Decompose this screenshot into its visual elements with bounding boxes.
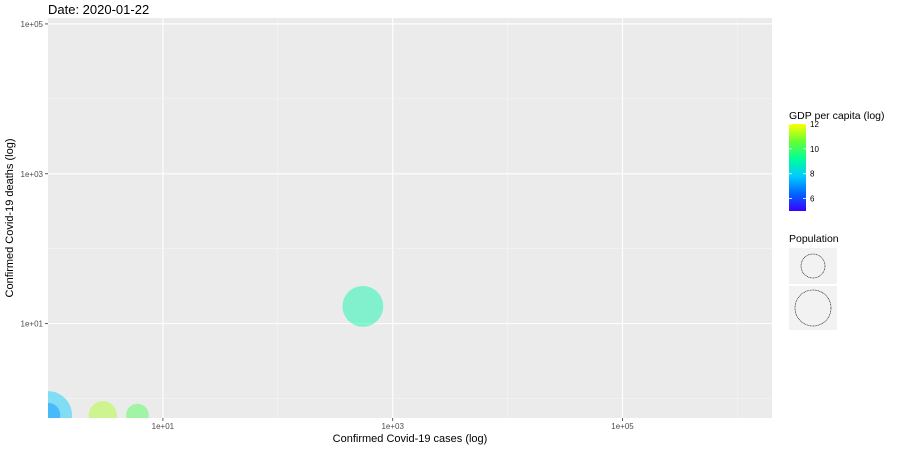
data-points bbox=[48, 285, 384, 418]
size-legend-circle bbox=[794, 289, 832, 327]
color-legend-label: 8 bbox=[810, 170, 815, 179]
color-legend-label: 6 bbox=[810, 195, 815, 204]
x-tick-label: 1e+01 bbox=[152, 422, 175, 431]
y-tick-label: 1e+01 bbox=[21, 320, 44, 329]
data-point bbox=[48, 402, 61, 418]
size-legend-key bbox=[789, 248, 837, 284]
x-axis-title: Confirmed Covid-19 cases (log) bbox=[333, 433, 488, 445]
color-legend-bar bbox=[789, 124, 806, 211]
y-axis-title: Confirmed Covid-19 deaths (log) bbox=[4, 139, 16, 298]
plot-panel bbox=[48, 18, 772, 418]
color-legend-title: GDP per capita (log) bbox=[789, 110, 885, 122]
color-legend-label: 10 bbox=[810, 145, 819, 154]
y-tick-label: 1e+05 bbox=[21, 20, 44, 29]
x-axis-ticks: 1e+01 1e+03 1e+05 bbox=[152, 418, 634, 431]
x-tick-label: 1e+05 bbox=[611, 422, 634, 431]
size-legend-title: Population bbox=[789, 233, 839, 245]
data-point bbox=[342, 285, 384, 327]
chart-title: Date: 2020-01-22 bbox=[48, 2, 149, 17]
x-tick-label: 1e+03 bbox=[381, 422, 404, 431]
size-legend-key bbox=[789, 286, 837, 330]
data-point bbox=[126, 403, 149, 418]
data-point bbox=[48, 391, 72, 418]
color-legend: GDP per capita (log) 12 10 8 6 bbox=[789, 110, 885, 211]
color-legend-label: 12 bbox=[810, 120, 819, 129]
y-axis-ticks: 1e+01 1e+03 1e+05 bbox=[21, 20, 48, 329]
y-tick-label: 1e+03 bbox=[21, 170, 44, 179]
size-legend: Population bbox=[789, 233, 839, 330]
gridlines bbox=[48, 18, 772, 418]
data-point bbox=[88, 401, 117, 418]
size-legend-circle bbox=[800, 253, 826, 279]
